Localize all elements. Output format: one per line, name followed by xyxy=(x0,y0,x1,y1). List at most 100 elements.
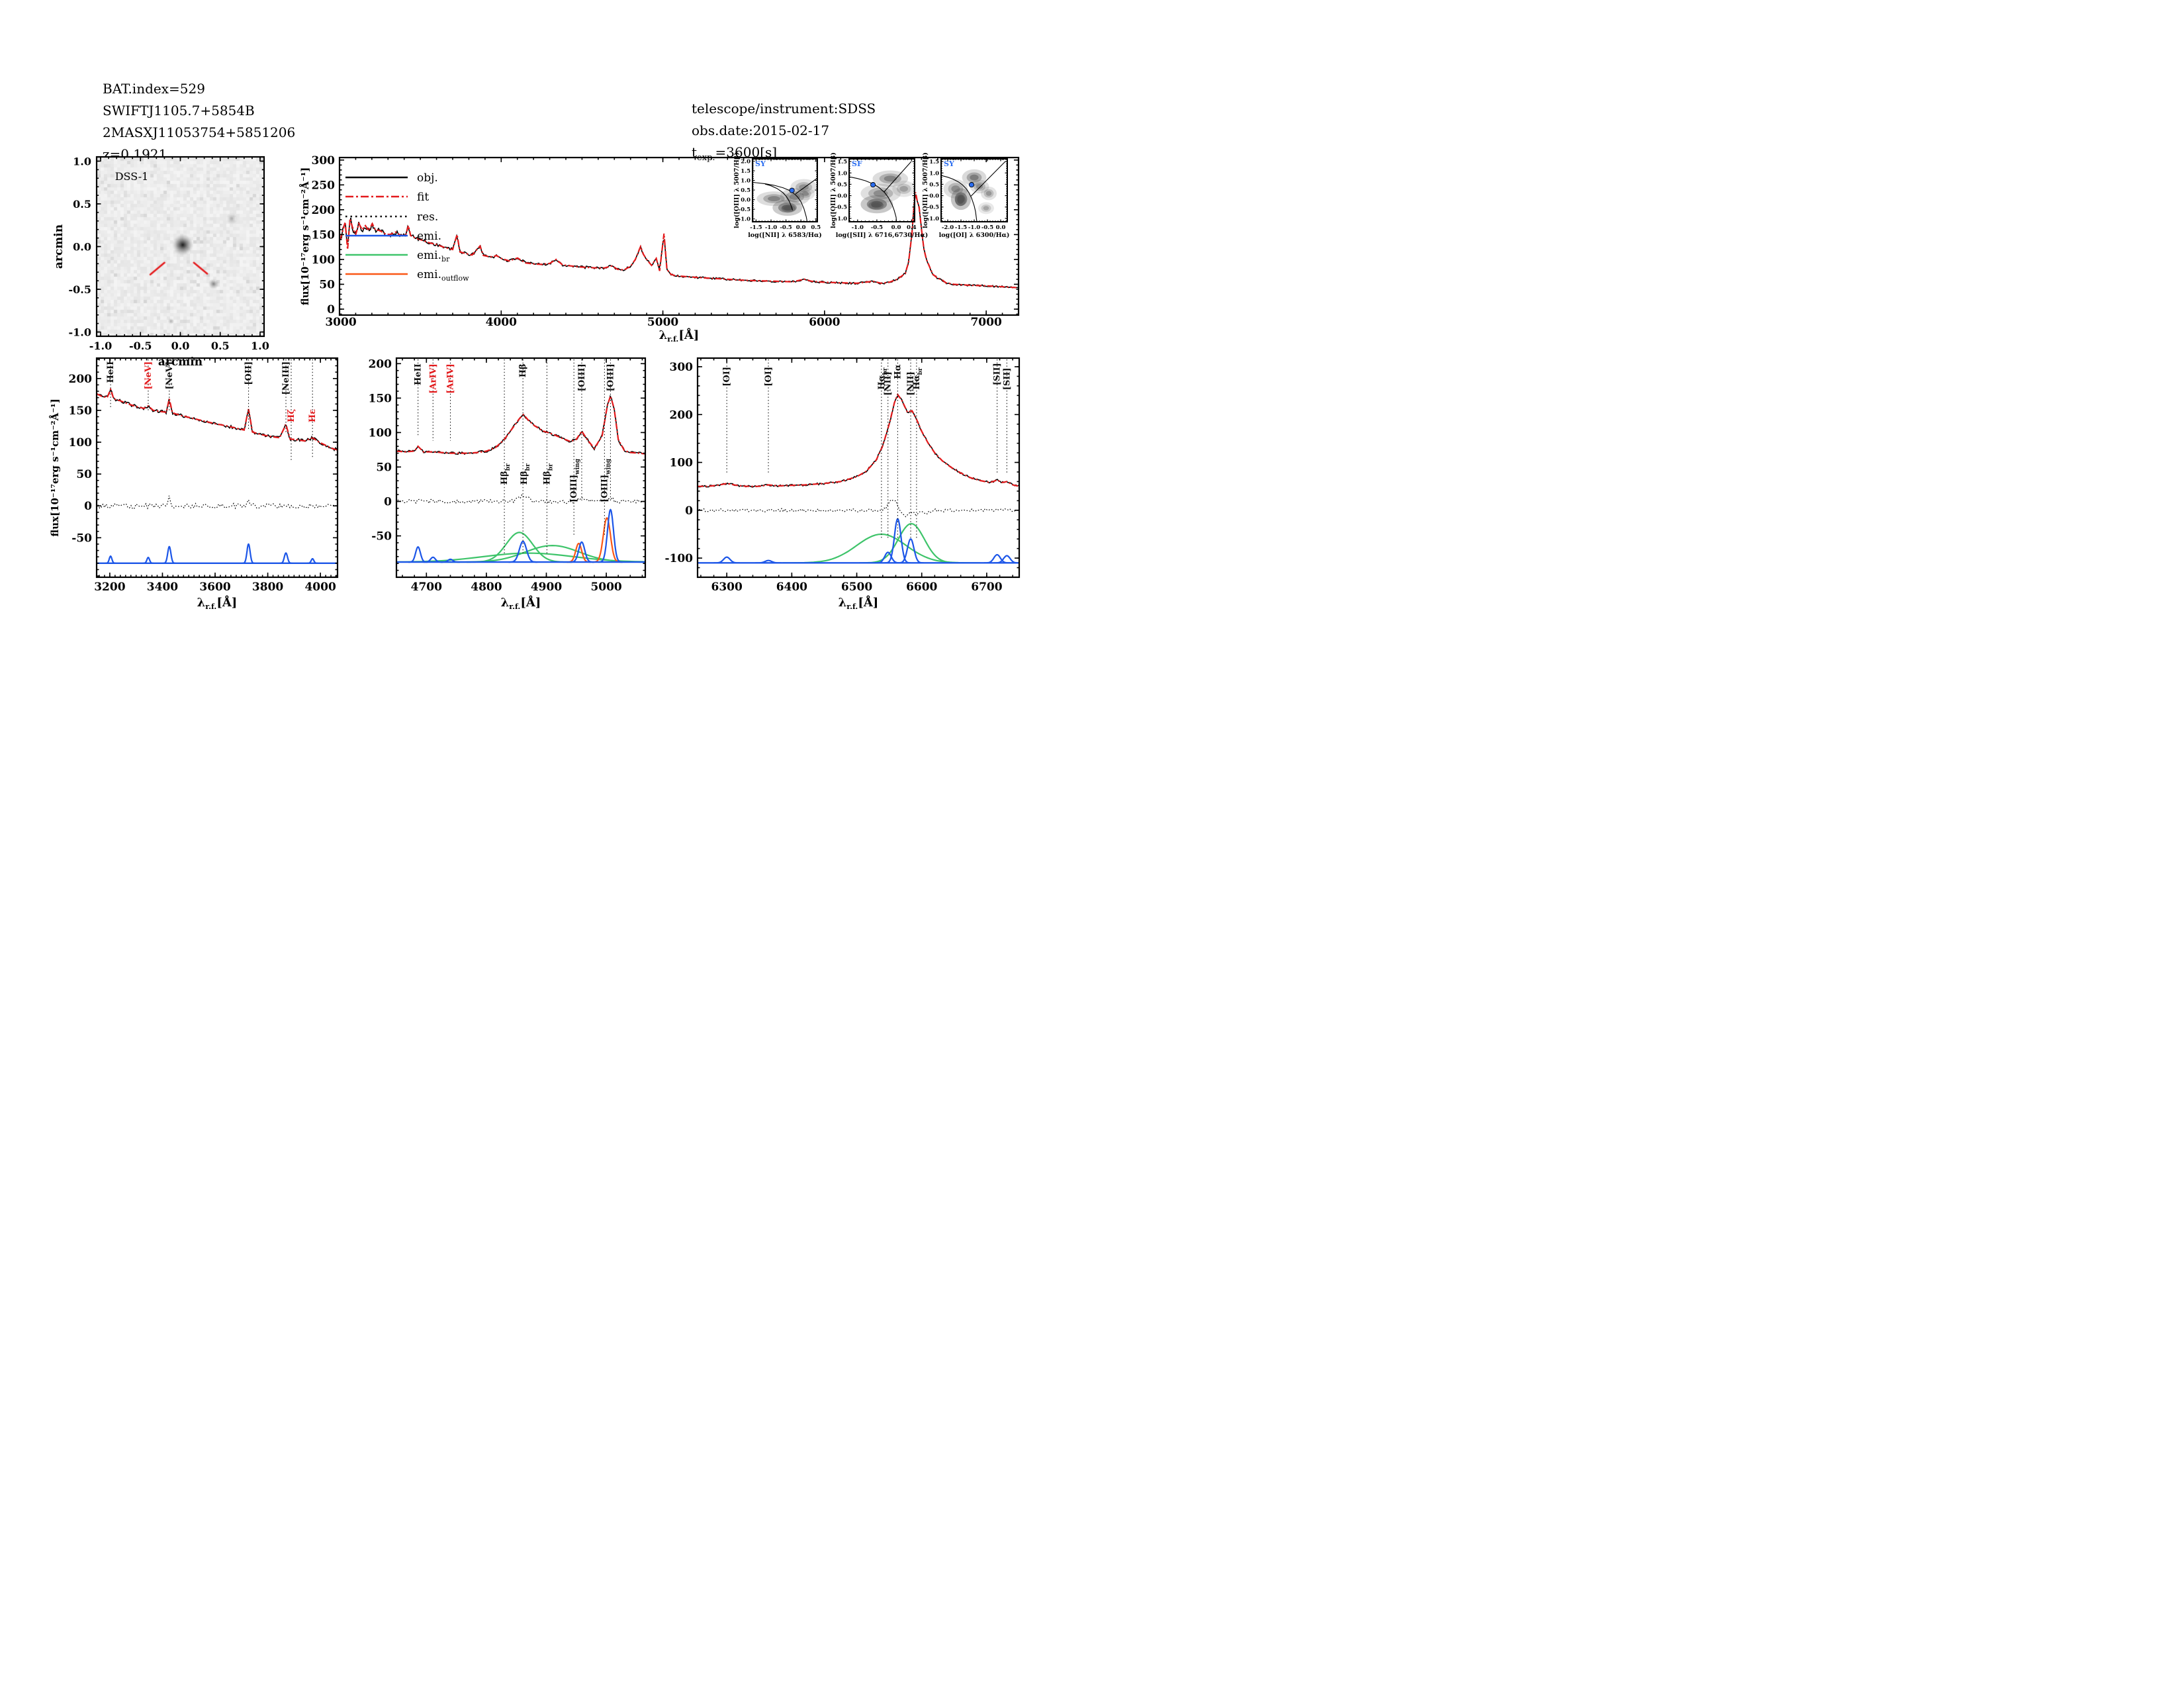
panel-full-spectrum: 3000 4000 5000 6000 7000 0 50 100 150 200 250 300 λr… xyxy=(299,154,1020,344)
svg-text:4000: 4000 xyxy=(486,316,517,329)
svg-text:300: 300 xyxy=(670,361,694,374)
series-emission-b xyxy=(875,551,901,564)
svg-text:0.4: 0.4 xyxy=(907,224,917,231)
svg-text:-0.5: -0.5 xyxy=(871,224,883,231)
panel-uv-zoom: HeII [NeV] [NeV] [OII] [NeIII] Hζ Hε 3200 3400 36… xyxy=(49,357,339,611)
svg-text:100: 100 xyxy=(312,254,336,267)
series-emission-o xyxy=(592,517,621,563)
dss-survey-label: DSS-1 xyxy=(115,170,149,183)
svg-text:50: 50 xyxy=(319,278,335,291)
svg-text:50: 50 xyxy=(76,468,92,481)
demarcation-curve xyxy=(764,183,794,211)
panel-hbeta-zoom-plot-area xyxy=(397,359,645,563)
series-emission-g xyxy=(859,522,964,564)
legend-label: emi. xyxy=(417,230,441,243)
svg-text:3800: 3800 xyxy=(252,581,283,594)
svg-text:-1.0: -1.0 xyxy=(765,224,777,231)
svg-text:-1.0: -1.0 xyxy=(739,216,751,223)
svg-text:300: 300 xyxy=(312,154,336,167)
svg-text:6700: 6700 xyxy=(971,581,1002,594)
line-label: [OIII] xyxy=(606,363,615,391)
svg-text:1.5: 1.5 xyxy=(837,159,847,165)
svg-text:-1.0: -1.0 xyxy=(968,224,980,231)
line-label: Hβ xyxy=(518,363,528,377)
series-fit xyxy=(340,192,1018,289)
series-emission-b xyxy=(105,555,116,564)
line-label: [OIII] xyxy=(577,363,587,391)
bpt-data-point xyxy=(789,187,795,193)
svg-text:150: 150 xyxy=(369,392,392,405)
line-label: [ArIV] xyxy=(428,363,438,393)
series-residual xyxy=(698,499,1017,518)
svg-text:4800: 4800 xyxy=(471,581,502,594)
svg-text:0.5: 0.5 xyxy=(837,181,847,188)
series-emission-b xyxy=(242,543,255,564)
series-emission-b xyxy=(423,556,443,563)
svg-text:0.5: 0.5 xyxy=(73,198,91,211)
legend-label: res. xyxy=(417,211,438,224)
legend-label: fit xyxy=(417,191,429,204)
line-label: Hαbr xyxy=(877,367,889,390)
line-label: [NeIII] xyxy=(281,361,291,395)
svg-text:4700: 4700 xyxy=(411,581,442,594)
svg-text:-0.5: -0.5 xyxy=(780,224,792,231)
line-label: Hβbr xyxy=(520,463,531,485)
svg-text:1.0: 1.0 xyxy=(251,340,269,352)
series-emission-b xyxy=(713,556,740,564)
series-obj xyxy=(97,388,337,452)
dss-image-panel: -1.0-1.0 -0.5 -0.5 0.0 0.0 0.5 0.5 1.0 1.0 arcmin… xyxy=(52,155,269,369)
svg-text:4900: 4900 xyxy=(531,581,562,594)
bpt-class-label: SY xyxy=(944,160,954,168)
dss-y-title: arcmin xyxy=(52,224,66,269)
demarcation-curve xyxy=(795,177,817,195)
bpt-x-title: log([NII] λ 6583/Hα) xyxy=(748,232,822,239)
bpt-y-title: log([OIII] λ 5007/Hβ) xyxy=(733,152,741,228)
y-axis-title: flux[10⁻¹⁷erg s⁻¹cm⁻²Å⁻¹] xyxy=(299,167,311,306)
svg-text:-100: -100 xyxy=(664,552,693,565)
svg-text:0: 0 xyxy=(384,496,392,509)
series-fit xyxy=(397,393,645,455)
svg-text:-1.0: -1.0 xyxy=(89,340,112,352)
chart-canvas: -1.0-1.0-0.5-0.50.00.00.50.51.01.0arcmin… xyxy=(49,152,1021,611)
demarcation-curve xyxy=(970,161,1006,197)
bpt-sii-density xyxy=(849,161,915,222)
svg-text:1.0: 1.0 xyxy=(837,170,847,177)
svg-text:-2.0: -2.0 xyxy=(942,224,954,231)
series-emission-b xyxy=(279,552,293,564)
series-emission-b xyxy=(598,508,623,563)
panel-frame xyxy=(395,357,647,579)
svg-text:0.0: 0.0 xyxy=(741,197,751,204)
svg-text:-0.5: -0.5 xyxy=(69,283,91,296)
obs-date: obs.date:2015-02-17 xyxy=(692,122,830,138)
x-axis-title: λr.f.[Å] xyxy=(839,594,879,611)
svg-text:0: 0 xyxy=(327,303,335,316)
line-label: [OI] xyxy=(764,367,774,387)
series-emission-b xyxy=(993,555,1019,564)
svg-text:1.0: 1.0 xyxy=(73,155,91,167)
bpt-y-title: log([OIII] λ 5007/Hβ) xyxy=(830,152,837,228)
svg-text:-1.0: -1.0 xyxy=(927,216,939,222)
svg-text:-0.5: -0.5 xyxy=(927,205,939,211)
series-fit xyxy=(698,393,1019,487)
panel-frame xyxy=(95,357,339,579)
svg-text:200: 200 xyxy=(312,204,336,217)
svg-text:-1.5: -1.5 xyxy=(750,224,762,231)
series-emission-b xyxy=(755,559,782,564)
svg-text:50: 50 xyxy=(376,461,392,474)
svg-text:0.0: 0.0 xyxy=(171,340,190,352)
svg-text:7000: 7000 xyxy=(970,316,1001,329)
panel-hbeta-zoom: HeII [ArIV] [ArIV] Hβ Hβbr Hβbr Hβbr [OIII]wing… xyxy=(369,357,647,611)
line-label: Hβbr xyxy=(542,463,554,485)
legend-label: emi.outflow xyxy=(417,268,469,283)
series-emission-b xyxy=(143,557,154,564)
demarcation-curve xyxy=(849,176,897,222)
svg-text:2.0: 2.0 xyxy=(741,158,751,165)
bpt-class-label: SF xyxy=(852,160,862,168)
series-emission-b xyxy=(897,538,924,564)
svg-text:0: 0 xyxy=(84,500,92,513)
line-label: [ArIV] xyxy=(446,363,456,393)
panel-frame xyxy=(696,357,1021,579)
bpt-x-title: log([SII] λ 6716,6730/Hα) xyxy=(836,232,929,239)
line-label: Hαbr xyxy=(912,367,924,390)
svg-text:4000: 4000 xyxy=(304,581,336,594)
